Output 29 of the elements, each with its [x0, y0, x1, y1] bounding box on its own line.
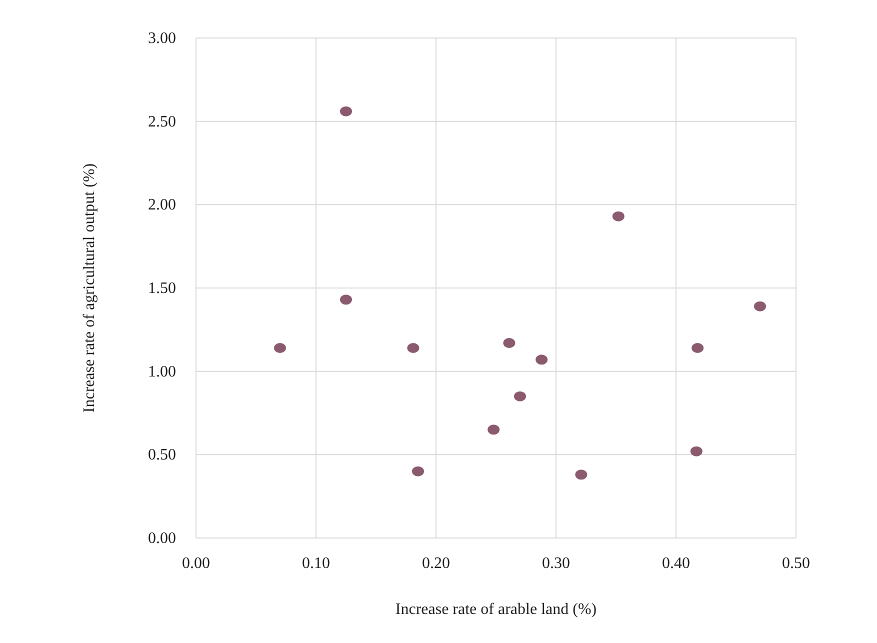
x-tick-label: 0.10 [302, 555, 330, 572]
x-tick-label: 0.30 [542, 555, 570, 572]
point [340, 106, 352, 116]
point [575, 470, 588, 480]
point [514, 391, 526, 402]
point [536, 354, 548, 365]
point [407, 343, 420, 353]
point [503, 338, 516, 348]
y-tick-label: 2.50 [148, 113, 176, 130]
y-tick-label: 2.00 [148, 196, 176, 214]
y-tick-label: 1.00 [148, 363, 176, 380]
y-axis-title: Increase rate of agricultural output (%) [81, 163, 98, 413]
point [690, 446, 702, 456]
y-tick-label: 3.00 [148, 30, 176, 47]
point [754, 301, 766, 312]
x-tick-label: 0.20 [422, 555, 450, 572]
point [412, 466, 424, 476]
x-axis-title: Increase rate of arable land (%) [395, 601, 597, 618]
point [692, 343, 704, 353]
point [612, 211, 624, 222]
y-tick-label: 1.50 [148, 280, 176, 297]
x-tick-label: 0.50 [782, 555, 810, 572]
point [340, 294, 352, 305]
y-tick-label: 0.50 [148, 446, 176, 464]
x-tick-label: 0.40 [662, 555, 690, 572]
point [274, 343, 286, 353]
point [488, 424, 500, 435]
x-tick-label: 0.00 [182, 555, 210, 572]
y-tick-label: 0.00 [148, 530, 176, 547]
